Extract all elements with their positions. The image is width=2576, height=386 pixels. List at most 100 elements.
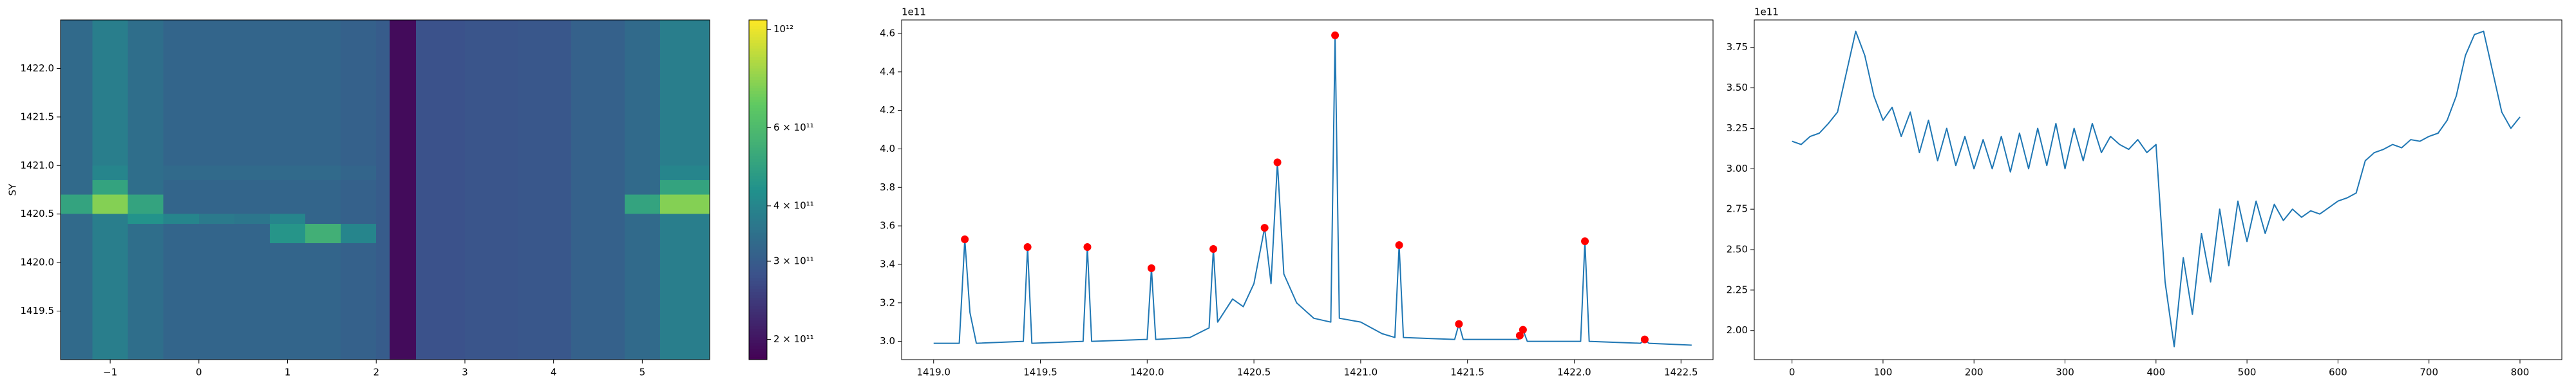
colorbar-step bbox=[749, 356, 767, 360]
heatmap-cell bbox=[163, 136, 199, 166]
colorbar-step bbox=[749, 51, 767, 55]
colorbar-step bbox=[749, 167, 767, 170]
colorbar-step bbox=[749, 328, 767, 332]
colorbar-step bbox=[749, 322, 767, 326]
heatmap-cell bbox=[92, 136, 128, 166]
heatmap-cell bbox=[234, 243, 270, 273]
line bbox=[1792, 30, 2521, 347]
heatmap-cell bbox=[128, 179, 164, 195]
y-tick-label: 3.4 bbox=[880, 258, 895, 270]
y-tick-label: 4.6 bbox=[880, 27, 895, 39]
colorbar-step bbox=[749, 37, 767, 41]
heatmap-cell bbox=[571, 272, 625, 302]
heatmap-cell bbox=[571, 165, 625, 180]
heatmap-cell bbox=[163, 165, 199, 180]
heatmap-cell bbox=[624, 165, 660, 180]
heatmap-cell bbox=[389, 223, 417, 243]
heatmap-cell bbox=[234, 272, 270, 302]
heatmap-cell bbox=[659, 272, 710, 302]
colorbar-step bbox=[749, 87, 767, 91]
heatmap-cell bbox=[659, 223, 710, 243]
axes-frame bbox=[1754, 19, 2562, 360]
heatmap-cell bbox=[198, 301, 234, 331]
x-tick-label: 1422.5 bbox=[1664, 367, 1698, 378]
y-tick-label: 1420.0 bbox=[21, 257, 55, 268]
heatmap-cell bbox=[128, 330, 164, 360]
heatmap-cell bbox=[234, 179, 270, 195]
heatmap-cell bbox=[198, 20, 234, 59]
heatmap-cell bbox=[92, 194, 128, 214]
heatmap-cell bbox=[518, 136, 572, 166]
peak-marker bbox=[1640, 335, 1649, 344]
colorbar-step bbox=[749, 99, 767, 103]
colorbar-step bbox=[749, 181, 767, 185]
heatmap-cell bbox=[376, 272, 390, 302]
x-tick-label: 0 bbox=[1789, 367, 1795, 378]
colorbar-step bbox=[749, 303, 767, 306]
heatmap-cell bbox=[464, 136, 518, 166]
colorbar-step bbox=[749, 275, 767, 278]
heatmap-cell bbox=[61, 301, 93, 331]
colorbar-step bbox=[749, 336, 767, 340]
heatmap-cell bbox=[389, 214, 417, 224]
y-offset-label: 1e11 bbox=[1754, 6, 1779, 18]
y-tick-label: 3.50 bbox=[1727, 82, 1748, 93]
heatmap-cell bbox=[198, 165, 234, 180]
axes-frame bbox=[60, 19, 710, 360]
x-tick-label: 1419.0 bbox=[916, 367, 951, 378]
heatmap-cell bbox=[198, 330, 234, 360]
x-tick-label: 700 bbox=[2420, 367, 2438, 378]
heatmap-cell bbox=[464, 214, 518, 224]
heatmap-cell bbox=[518, 179, 572, 195]
x-tick-label: 1421.0 bbox=[1344, 367, 1378, 378]
x-tick-label: 100 bbox=[1874, 367, 1893, 378]
heatmap-cell bbox=[305, 194, 341, 214]
x-tick-label: 600 bbox=[2329, 367, 2347, 378]
heatmap-cell bbox=[61, 330, 93, 360]
peak-marker bbox=[1331, 31, 1340, 39]
colorbar-step bbox=[749, 261, 767, 264]
colorbar-step bbox=[749, 150, 767, 154]
colorbar-step bbox=[749, 263, 767, 267]
heatmap-cell bbox=[61, 97, 93, 137]
heatmap-cell bbox=[234, 214, 270, 224]
colorbar-step bbox=[749, 48, 767, 51]
colorbar-tick-label: 4 × 10¹¹ bbox=[773, 199, 814, 211]
peak-marker bbox=[1395, 241, 1403, 250]
heatmap-cell bbox=[305, 272, 341, 302]
heatmap-cell bbox=[376, 243, 390, 273]
heatmap-cell bbox=[389, 136, 417, 166]
colorbar-step bbox=[749, 119, 767, 122]
heatmap-cell bbox=[659, 194, 710, 214]
heatmap-cell bbox=[163, 223, 199, 243]
colorbar-tick-label: 2 × 10¹¹ bbox=[773, 333, 814, 345]
heatmap-cell bbox=[659, 243, 710, 273]
heatmap-cell bbox=[624, 214, 660, 224]
colorbar-step bbox=[749, 320, 767, 324]
heatmap-cell bbox=[518, 59, 572, 98]
heatmap-cell bbox=[92, 301, 128, 331]
heatmap-cell bbox=[234, 223, 270, 243]
heatmap-cell bbox=[163, 243, 199, 273]
heatmap-cell bbox=[198, 223, 234, 243]
x-tick-label: 1419.5 bbox=[1023, 367, 1057, 378]
colorbar-step bbox=[749, 68, 767, 71]
heatmap-cell bbox=[624, 136, 660, 166]
colorbar-step bbox=[749, 39, 767, 43]
heatmap-cell bbox=[624, 179, 660, 195]
heatmap-cell bbox=[464, 194, 518, 214]
x-tick-label: 500 bbox=[2238, 367, 2257, 378]
colorbar-step bbox=[749, 124, 767, 128]
heatmap-cell bbox=[269, 301, 306, 331]
y-tick-label: 4.0 bbox=[880, 143, 895, 154]
colorbar-step bbox=[749, 73, 767, 77]
heatmap-cell bbox=[305, 165, 341, 180]
colorbar-step bbox=[749, 28, 767, 32]
heatmap-cell bbox=[92, 179, 128, 195]
y-tick-label: 3.6 bbox=[880, 220, 895, 232]
y-tick-label: 3.0 bbox=[880, 335, 895, 347]
heatmap-cell bbox=[305, 214, 341, 224]
y-tick-label: 3.8 bbox=[880, 181, 895, 193]
heatmap-cell bbox=[571, 136, 625, 166]
heatmap-cell bbox=[376, 165, 390, 180]
